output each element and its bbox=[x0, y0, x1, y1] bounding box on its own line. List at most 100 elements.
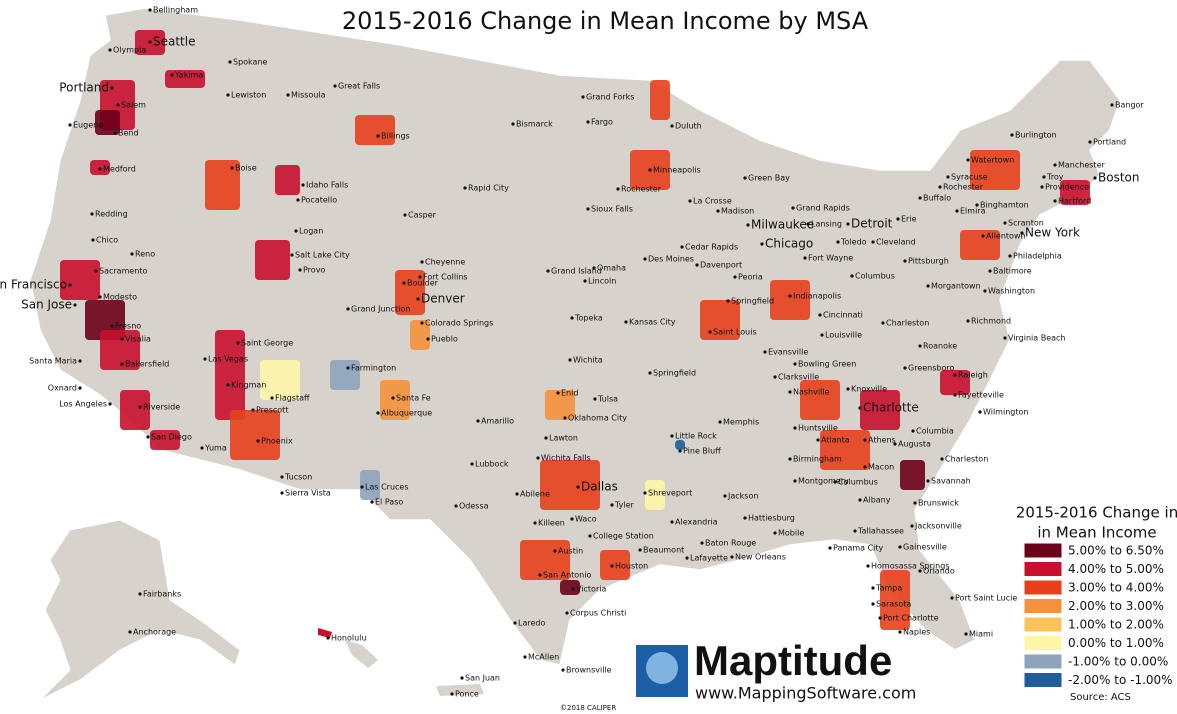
city-dot bbox=[1003, 221, 1007, 225]
city-dot bbox=[723, 494, 727, 498]
city-dot bbox=[1093, 176, 1097, 180]
city-label: Columbus bbox=[855, 272, 895, 281]
city-label: Spokane bbox=[233, 58, 268, 67]
city-dot bbox=[226, 93, 230, 97]
city-dot bbox=[113, 131, 117, 135]
city-label: San Juan bbox=[465, 674, 500, 683]
msa-areas bbox=[60, 30, 1090, 630]
city-dot bbox=[138, 405, 142, 409]
city-dot bbox=[1010, 133, 1014, 137]
city-dot bbox=[733, 275, 737, 279]
city-label: Bowling Green bbox=[798, 360, 856, 369]
city-label: Virginia Beach bbox=[1008, 334, 1066, 343]
city-label: Santa Fe bbox=[396, 394, 431, 403]
city-dot bbox=[670, 124, 674, 128]
legend-label: 1.00% to 2.00% bbox=[1068, 618, 1164, 632]
city-label: Missoula bbox=[291, 91, 326, 100]
city-label: Logan bbox=[299, 227, 323, 236]
city-dot bbox=[953, 393, 957, 397]
city-dot bbox=[670, 434, 674, 438]
city-label: Davenport bbox=[700, 261, 742, 270]
city-dot bbox=[1110, 103, 1114, 107]
city-dot bbox=[1042, 175, 1046, 179]
msa-area bbox=[960, 230, 1000, 260]
city-label: Redding bbox=[95, 210, 128, 219]
city-dot bbox=[836, 240, 840, 244]
city-label: Salt Lake City bbox=[295, 251, 350, 260]
legend-swatch bbox=[1023, 653, 1063, 670]
city-dot bbox=[866, 564, 870, 568]
city-dot bbox=[858, 406, 862, 410]
city-dot bbox=[803, 256, 807, 260]
legend-label: -2.00% to -1.00% bbox=[1068, 673, 1173, 687]
city-dot bbox=[818, 313, 822, 317]
legend-label: 0.00% to 1.00% bbox=[1068, 636, 1164, 650]
city-dot bbox=[236, 341, 240, 345]
city-label: Idaho Falls bbox=[306, 181, 348, 190]
city-label: Jacksonville bbox=[914, 522, 962, 531]
city-dot bbox=[911, 429, 915, 433]
city-dot bbox=[513, 621, 517, 625]
city-dot bbox=[910, 524, 914, 528]
city-label: Philadelphia bbox=[1013, 252, 1062, 261]
city-dot bbox=[1088, 140, 1092, 144]
city-dot bbox=[515, 492, 519, 496]
city-label: Eugene bbox=[73, 121, 103, 130]
msa-area bbox=[880, 570, 910, 630]
logo-url: www.MappingSoftware.com bbox=[695, 684, 916, 703]
city-label: Rapid City bbox=[468, 184, 509, 193]
city-label: Roanoke bbox=[923, 342, 957, 351]
city-label: Brunswick bbox=[918, 499, 959, 508]
msa-area bbox=[645, 480, 665, 510]
city-dot bbox=[926, 284, 930, 288]
city-label: Chico bbox=[96, 236, 118, 245]
city-label: Flagstaff bbox=[275, 394, 310, 403]
city-label: Athens bbox=[868, 436, 896, 445]
city-dot bbox=[116, 103, 120, 107]
city-dot bbox=[568, 358, 572, 362]
city-dot bbox=[251, 408, 255, 412]
city-dot bbox=[616, 187, 620, 191]
msa-area bbox=[800, 380, 840, 420]
city-dot bbox=[746, 223, 750, 227]
city-label: Lawton bbox=[549, 434, 578, 443]
city-label: Detroit bbox=[851, 217, 893, 231]
city-label: Prescott bbox=[256, 406, 288, 415]
city-label: Raleigh bbox=[958, 371, 988, 380]
city-dot bbox=[643, 257, 647, 261]
city-dot bbox=[523, 655, 527, 659]
city-label: Clarksville bbox=[778, 373, 819, 382]
city-label: Hattiesburg bbox=[748, 514, 795, 523]
city-label: Providence bbox=[1045, 183, 1089, 192]
city-label: Lincoln bbox=[588, 277, 616, 286]
city-label: Victoria bbox=[576, 585, 606, 594]
city-dot bbox=[120, 337, 124, 341]
msa-area bbox=[360, 470, 380, 500]
city-label: Louisville bbox=[825, 331, 862, 340]
city-dot bbox=[570, 316, 574, 320]
city-dot bbox=[576, 485, 580, 489]
city-label: Gainesville bbox=[903, 543, 947, 552]
city-label: Alexandria bbox=[675, 518, 718, 527]
msa-area bbox=[355, 115, 395, 145]
city-dot bbox=[833, 480, 837, 484]
city-dot bbox=[678, 449, 682, 453]
city-label: Tallahassee bbox=[857, 527, 904, 536]
alaska bbox=[39, 519, 241, 701]
msa-area bbox=[700, 300, 740, 340]
city-label: Fresno bbox=[115, 322, 141, 331]
city-dot bbox=[226, 383, 230, 387]
msa-area bbox=[1060, 180, 1090, 205]
city-dot bbox=[716, 209, 720, 213]
city-label: Lubbock bbox=[475, 460, 509, 469]
city-dot bbox=[903, 259, 907, 263]
city-label: Corpus Christi bbox=[570, 609, 626, 618]
city-label: Bangor bbox=[1115, 101, 1144, 110]
city-label: Grand Rapids bbox=[796, 204, 850, 213]
city-label: Duluth bbox=[675, 122, 702, 131]
city-dot bbox=[708, 330, 712, 334]
city-dot bbox=[853, 529, 857, 533]
cities: Bellingham Seattle Olympia Yakima Spokane Por… bbox=[0, 6, 1144, 699]
city-label: San Diego bbox=[151, 433, 192, 442]
